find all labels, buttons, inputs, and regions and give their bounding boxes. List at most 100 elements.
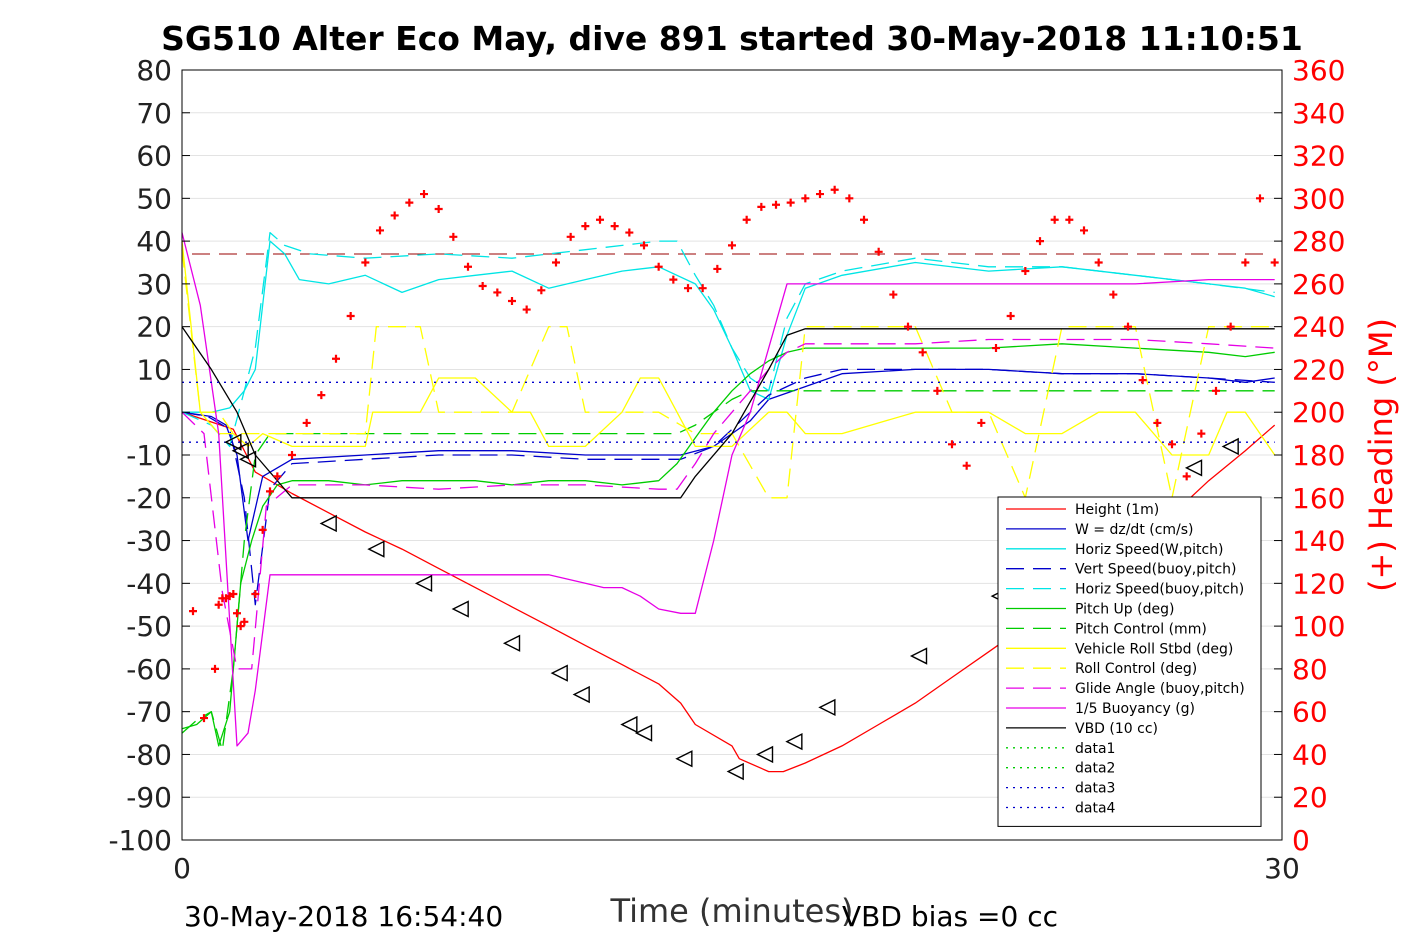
heading-marker xyxy=(420,190,428,199)
heading-marker xyxy=(434,205,443,214)
y2-tick-label: 20 xyxy=(1292,781,1328,814)
legend-label: data1 xyxy=(1075,741,1115,757)
heading-marker xyxy=(948,440,956,449)
legend-label: Vehicle Roll Stbd (deg) xyxy=(1075,641,1233,657)
footer-vbd-bias: VBD bias =0 cc xyxy=(842,900,1058,933)
heading-marker xyxy=(772,200,780,209)
legend-label: Height (1m) xyxy=(1075,502,1159,518)
dive-marker-triangle xyxy=(367,540,385,558)
y2-tick-label: 100 xyxy=(1292,610,1345,643)
y-tick-label: 40 xyxy=(136,225,172,258)
y-tick-label: -100 xyxy=(108,824,172,857)
heading-marker xyxy=(845,194,854,203)
y-tick-label: 70 xyxy=(136,97,172,130)
heading-marker xyxy=(508,297,516,305)
heading-marker xyxy=(1124,322,1132,331)
heading-marker xyxy=(1197,429,1206,438)
heading-marker xyxy=(757,202,766,211)
legend-label: 1/5 Buoyancy (g) xyxy=(1075,701,1195,717)
dive-marker-triangle xyxy=(1221,437,1239,456)
legend-label: data2 xyxy=(1075,761,1115,777)
legend-label: VBD (10 cc) xyxy=(1075,721,1158,737)
dive-marker-triangle xyxy=(572,685,590,704)
y-tick-label: -50 xyxy=(126,610,172,643)
legend-label: Glide Angle (buoy,pitch) xyxy=(1075,681,1245,697)
dive-marker-triangle xyxy=(414,574,433,592)
heading-marker xyxy=(251,590,260,599)
heading-marker xyxy=(522,305,531,314)
legend: Height (1m) W = dz/dt (cm/s) Horiz Speed(W… xyxy=(997,496,1262,827)
heading-marker xyxy=(332,354,340,363)
heading-marker xyxy=(1138,376,1147,385)
y-tick-label: -70 xyxy=(126,696,172,729)
heading-marker xyxy=(933,386,942,395)
dive-marker-triangle xyxy=(675,750,693,768)
heading-marker xyxy=(211,664,219,673)
dive-marker-triangle xyxy=(224,433,242,451)
heading-marker xyxy=(1212,386,1220,395)
dive-marker-triangle xyxy=(755,745,774,764)
heading-marker xyxy=(581,222,590,231)
x-tick-label: 0 xyxy=(173,852,191,885)
y-tick-label: -40 xyxy=(126,567,172,600)
dive-marker-triangle xyxy=(818,698,836,717)
x-axis-label: Time (minutes) xyxy=(610,892,854,930)
dive-marker-triangle xyxy=(620,715,638,734)
heading-marker xyxy=(1182,472,1191,481)
heading-marker xyxy=(317,391,326,400)
legend-label: Pitch Up (deg) xyxy=(1075,602,1174,618)
heading-marker xyxy=(816,190,824,199)
y-tick-label: 0 xyxy=(154,396,172,429)
heading-marker xyxy=(830,185,839,194)
heading-marker xyxy=(1006,311,1015,320)
legend-label: Vert Speed(buoy,pitch) xyxy=(1075,562,1237,578)
dive-marker-triangle xyxy=(1184,459,1203,477)
legend-label: data4 xyxy=(1075,801,1116,817)
y2-tick-label: 240 xyxy=(1292,311,1345,344)
heading-marker xyxy=(1094,258,1103,267)
y2-tick-label: 280 xyxy=(1292,225,1345,258)
heading-marker xyxy=(478,282,487,291)
y-tick-label: -60 xyxy=(126,653,172,686)
legend-label: Pitch Control (mm) xyxy=(1075,621,1207,637)
dive-marker-triangle xyxy=(451,600,469,618)
dive-marker-triangle xyxy=(634,724,653,742)
x-axis: 0 30 xyxy=(173,832,1300,885)
y-tick-label: 50 xyxy=(136,182,172,215)
heading-marker xyxy=(742,215,751,224)
right-axis: 3603403203002802602402202001801601401201… xyxy=(1292,54,1345,857)
y-tick-label: -30 xyxy=(126,525,172,558)
heading-marker xyxy=(640,241,648,250)
dive-marker-triangle xyxy=(726,762,744,781)
heading-marker xyxy=(464,262,472,271)
heading-marker xyxy=(552,258,560,267)
heading-marker xyxy=(361,258,370,267)
heading-marker xyxy=(189,607,197,616)
dive-marker-triangle xyxy=(785,732,803,751)
chart-title: SG510 Alter Eco May, dive 891 started 30… xyxy=(161,19,1303,58)
heading-marker xyxy=(904,322,912,331)
footer-timestamp: 30-May-2018 16:54:40 xyxy=(184,900,504,933)
heading-marker xyxy=(992,344,1000,353)
heading-marker xyxy=(1256,194,1264,203)
y-tick-label: 10 xyxy=(136,353,172,386)
legend-label: Horiz Speed(W,pitch) xyxy=(1075,542,1223,558)
dive-marker-triangle xyxy=(319,514,337,533)
heading-marker xyxy=(625,228,634,237)
dive-marker-triangle xyxy=(909,647,928,665)
heading-marker xyxy=(1050,215,1059,224)
series-line-5 xyxy=(181,343,1275,747)
heading-marker xyxy=(200,714,208,723)
series-line-11 xyxy=(181,326,1275,499)
heading-marker xyxy=(889,290,898,299)
series-line-7 xyxy=(181,241,1276,456)
heading-marker xyxy=(698,284,707,293)
heading-marker xyxy=(233,609,241,618)
left-axis: 80 70 60 50 40 30 20 10 0 -10 -20 -30 -40 -50 -60 -70 -8… xyxy=(108,54,1282,857)
y2-tick-label: 300 xyxy=(1292,182,1345,215)
heading-marker xyxy=(1080,226,1088,235)
heading-marker xyxy=(449,232,458,241)
heading-marker xyxy=(229,590,238,599)
heading-marker xyxy=(1241,258,1250,267)
heading-marker xyxy=(493,288,502,297)
